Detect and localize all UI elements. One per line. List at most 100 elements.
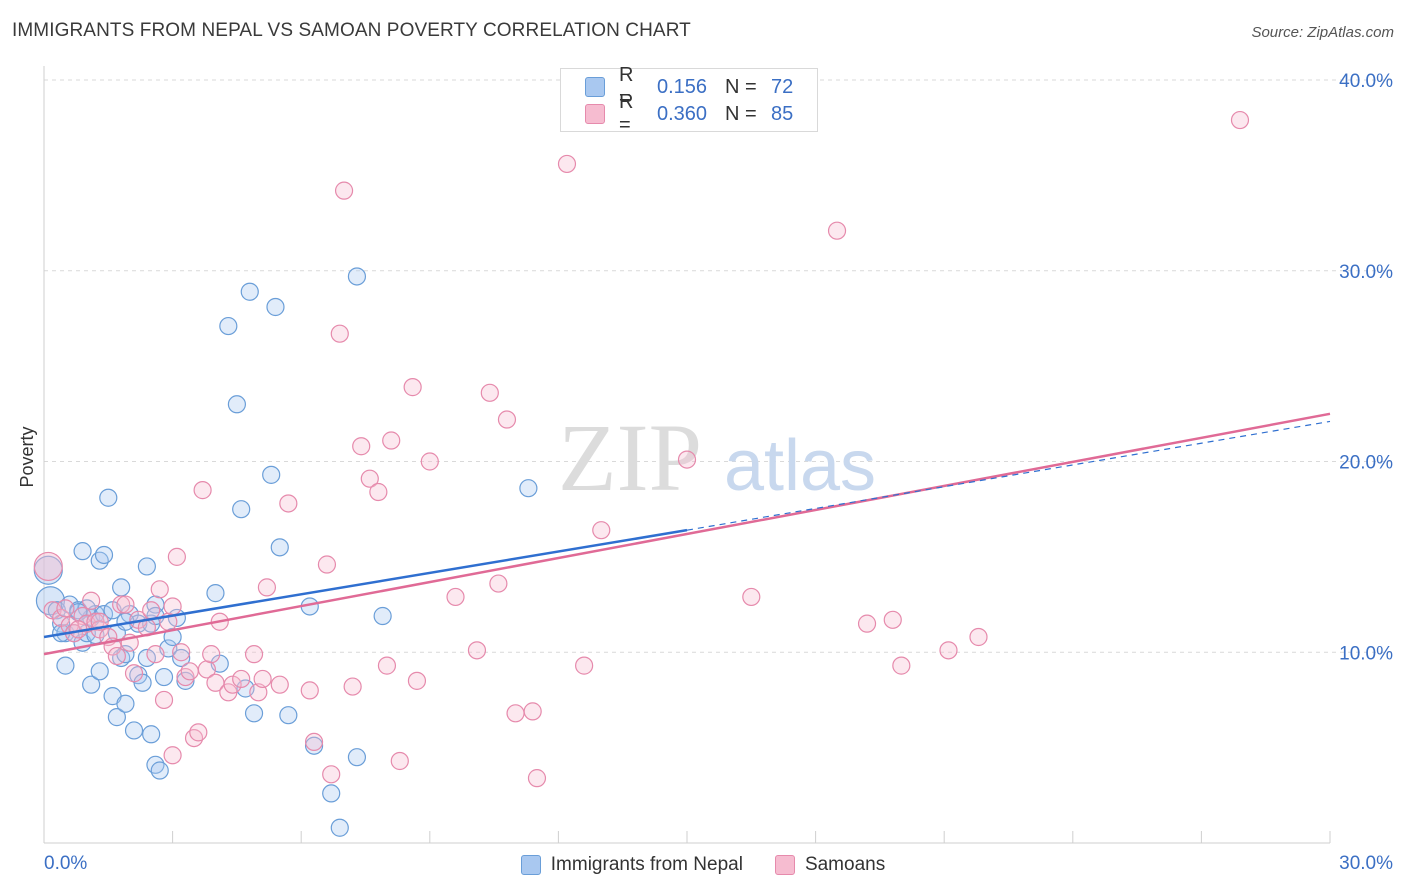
samoan-point: [172, 643, 191, 662]
nepal-point: [232, 500, 251, 519]
samoan-point: [480, 383, 499, 402]
samoan-point: [969, 627, 988, 647]
samoan-point: [939, 641, 958, 660]
samoan-point: [150, 580, 169, 599]
n-label: N =: [725, 75, 757, 98]
samoan-point: [279, 494, 298, 513]
nepal-point: [219, 316, 238, 336]
r-label: R =: [619, 64, 634, 109]
nepal-point: [82, 675, 101, 694]
series-nepal-points: [33, 267, 538, 837]
nepal-point: [270, 538, 289, 557]
correlation-legend: R = 0.156 N = 72 R = 0.360 N = 85: [560, 64, 818, 136]
tick-labels: 10.0% 20.0% 30.0% 40.0% 0.0% 30.0%: [44, 71, 1393, 874]
nepal-point: [56, 656, 75, 675]
samoan-trend-line: [43, 412, 1331, 656]
y-tick-label: 40.0%: [1339, 71, 1393, 92]
samoan-point: [489, 574, 508, 593]
samoan-point: [82, 591, 101, 610]
samoan-point: [390, 751, 409, 771]
nepal-point: [124, 721, 144, 740]
r-label: R =: [619, 91, 634, 136]
samoan-point: [257, 578, 277, 597]
chart-title: IMMIGRANTS FROM NEPAL VS SAMOAN POVERTY …: [12, 20, 691, 41]
nepal-point: [279, 706, 298, 725]
samoan-point: [343, 677, 362, 696]
y-axis-label: Poverty: [17, 426, 37, 487]
nepal-point: [112, 578, 131, 597]
samoan-point: [467, 641, 487, 660]
samoan-point: [883, 610, 902, 629]
y-tick-label: 10.0%: [1339, 643, 1393, 664]
samoan-point: [557, 154, 577, 174]
axes: [43, 66, 1331, 844]
samoan-point: [523, 702, 542, 721]
samoan-point: [527, 769, 547, 788]
nepal-point: [172, 648, 191, 668]
samoan-point: [116, 595, 135, 614]
samoan-point: [304, 732, 324, 752]
trend-lines: [43, 412, 1331, 656]
samoan-point: [146, 645, 165, 664]
n-label: N =: [725, 102, 757, 125]
r-value-samoan: 0.360: [657, 102, 708, 125]
samoan-point: [124, 664, 144, 683]
samoan-point: [369, 482, 388, 502]
nepal-point: [266, 297, 285, 317]
y-tick-label: 20.0%: [1339, 453, 1393, 474]
legend-item-samoan[interactable]: Samoans: [774, 854, 886, 876]
r-value-nepal: 0.156: [657, 75, 708, 98]
legend-label-nepal: Immigrants from Nepal: [550, 854, 743, 875]
x-tick-label: 30.0%: [1339, 853, 1393, 874]
samoan-point: [112, 595, 131, 614]
samoan-point: [253, 669, 272, 689]
nepal-point: [116, 694, 135, 713]
watermark: ZIP atlas: [558, 404, 876, 511]
samoan-point: [742, 587, 761, 607]
samoan-point: [167, 547, 186, 566]
nepal-point: [73, 542, 92, 561]
samoan-swatch: [585, 104, 605, 124]
samoan-point: [56, 599, 75, 618]
nepal-point: [154, 667, 174, 687]
samoan-point: [403, 378, 422, 397]
samoan-point: [180, 662, 199, 681]
nepal-point: [322, 784, 341, 803]
nepal-trend-line: [43, 528, 688, 639]
n-value-samoan: 85: [771, 102, 794, 125]
samoan-point: [193, 481, 212, 500]
legend-item-nepal[interactable]: Immigrants from Nepal: [520, 854, 743, 876]
y-tick-label: 30.0%: [1339, 262, 1393, 283]
samoan-point: [163, 597, 182, 616]
samoan-point: [677, 450, 697, 469]
nepal-swatch: [520, 855, 541, 875]
samoan-point: [497, 410, 517, 429]
samoan-point: [892, 656, 911, 675]
series-legend: Immigrants from Nepal Samoans: [0, 852, 1406, 878]
x-tick-label: 0.0%: [44, 853, 87, 874]
nepal-point: [373, 606, 392, 626]
nepal-point: [176, 671, 195, 690]
legend-row-nepal: R = 0.156 N = 72: [585, 64, 794, 109]
samoan-point: [1230, 110, 1250, 130]
samoan-point: [382, 431, 401, 450]
samoan-point: [360, 469, 379, 488]
series-samoan-points: [33, 110, 1250, 788]
samoan-point: [163, 746, 182, 765]
nepal-point: [142, 725, 161, 744]
nepal-point: [150, 761, 169, 780]
legend-label-samoan: Samoans: [804, 854, 886, 875]
n-value-nepal: 72: [771, 75, 794, 98]
samoan-point: [322, 765, 341, 784]
legend-row-samoan: R = 0.360 N = 85: [585, 91, 794, 136]
watermark-atlas: atlas: [724, 426, 876, 506]
samoan-point: [334, 181, 354, 200]
samoan-point: [317, 555, 337, 574]
samoan-point: [107, 646, 126, 666]
samoan-point: [154, 690, 174, 710]
nepal-swatch: [585, 77, 605, 97]
gridlines: [44, 79, 1395, 653]
nepal-point: [227, 395, 246, 414]
samoan-point: [857, 614, 877, 633]
